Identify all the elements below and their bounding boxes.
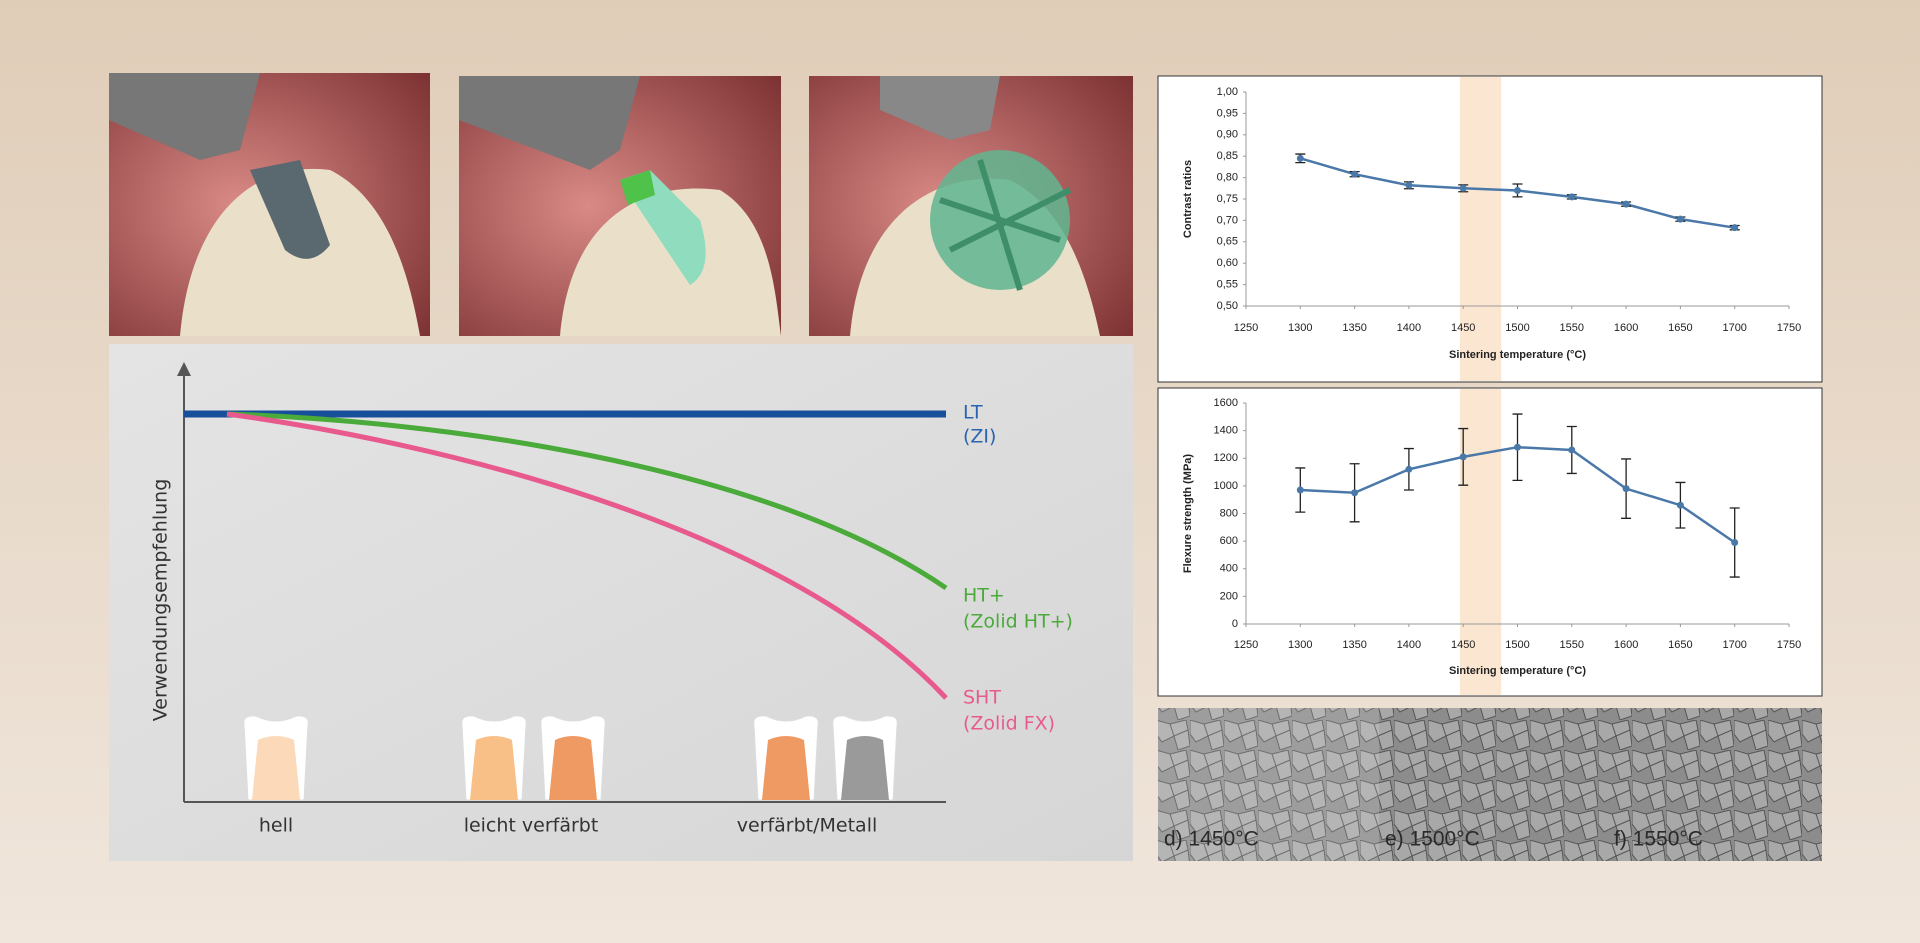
y-axis-label: Verwendungsempfehlung	[150, 479, 172, 722]
line-sublabel: (Zolid HT+)	[963, 611, 1073, 633]
point	[1622, 200, 1630, 208]
y-tick-label: 400	[1220, 563, 1238, 575]
x-tick-label: 1400	[1397, 322, 1421, 334]
point	[1514, 443, 1521, 451]
curve-sht	[226, 411, 948, 700]
micrograph-strip: d) 1450°C e) 1500°C f) 1550°C	[1158, 708, 1822, 861]
x-tick-label: 1550	[1560, 639, 1584, 651]
x-tick-label: 1450	[1451, 322, 1475, 334]
point	[1568, 193, 1576, 201]
x-tick-label: 1600	[1614, 322, 1638, 334]
micrograph-caption: f) 1550°C	[1614, 828, 1703, 851]
chart: 0 200 400 600 800 1000 1200 1400 1600 1250 1300 135…	[1157, 387, 1823, 697]
axis-arrow	[177, 362, 191, 376]
point	[1296, 154, 1304, 162]
x-tick-label: 1600	[1614, 639, 1638, 651]
x-tick-label: 1650	[1668, 639, 1692, 651]
y-tick-label: 0	[1232, 618, 1238, 630]
y-tick-label: 0,95	[1217, 107, 1238, 119]
y-tick-label: 1200	[1214, 452, 1238, 464]
y-tick-label: 0,65	[1217, 236, 1238, 248]
y-tick-label: 1,00	[1217, 86, 1238, 98]
curve-ht	[226, 411, 948, 591]
y-tick-label: 1600	[1214, 397, 1238, 409]
highlight-band	[1459, 389, 1502, 695]
y-tick-label: 600	[1220, 535, 1238, 547]
point	[1731, 539, 1739, 547]
point	[1296, 486, 1304, 494]
x-tick-label: 1700	[1722, 639, 1746, 651]
tooth-core	[549, 736, 597, 800]
point	[1676, 501, 1684, 509]
point	[1351, 170, 1359, 178]
y-tick-label: 0,50	[1217, 300, 1238, 312]
y-tick-label: 0,70	[1217, 214, 1238, 226]
x-tick-label: 1750	[1777, 639, 1801, 651]
point	[1731, 224, 1739, 232]
x-tick-label: 1350	[1342, 322, 1366, 334]
y-tick-label: 0,80	[1217, 172, 1238, 184]
line-sublabel: (ZI)	[963, 426, 996, 448]
x-tick-label: 1450	[1451, 639, 1475, 651]
x-tick-label: 1250	[1234, 639, 1258, 651]
x-tick-label: 1650	[1668, 322, 1692, 334]
photo	[109, 73, 430, 336]
micrograph-caption: d) 1450°C	[1164, 828, 1259, 851]
point	[1459, 453, 1467, 461]
y-tick-label: 1000	[1214, 480, 1238, 492]
y-axis-label: Contrast ratios	[1182, 160, 1194, 238]
x-tick-label: 1300	[1288, 322, 1312, 334]
point	[1351, 489, 1359, 497]
line-sublabel: (Zolid FX)	[963, 713, 1055, 735]
x-tick-label: 1500	[1505, 639, 1529, 651]
y-tick-label: 0,75	[1217, 193, 1238, 205]
tooth-core	[252, 736, 300, 800]
line-label: SHT	[963, 687, 1001, 709]
y-tick-label: 0,60	[1217, 257, 1238, 269]
diagram: Verwendungsempfehlung LT (ZI) HT+ (Zolid…	[150, 362, 1073, 837]
tooth-core	[470, 736, 518, 800]
x-tick-label: 1500	[1505, 322, 1529, 334]
point	[1405, 181, 1413, 189]
x-tick-label: 1550	[1560, 322, 1584, 334]
line-label: LT	[963, 402, 983, 424]
point	[1622, 485, 1630, 493]
y-axis-label: Flexure strength (MPa)	[1182, 454, 1194, 574]
point	[1676, 215, 1684, 223]
tooth-core	[762, 736, 810, 800]
y-tick-label: 0,55	[1217, 279, 1238, 291]
micrograph-overlay	[1158, 708, 1379, 861]
micrograph	[1158, 708, 1822, 861]
tooth-core	[841, 736, 889, 800]
x-tick-label: 1750	[1777, 322, 1801, 334]
photo	[809, 76, 1133, 336]
y-tick-label: 1400	[1214, 425, 1238, 437]
photo-row	[109, 73, 1133, 336]
point	[1514, 186, 1521, 194]
category-label: leicht verfärbt	[464, 815, 599, 837]
x-tick-label: 1350	[1342, 639, 1366, 651]
point	[1568, 446, 1576, 454]
highlight-band	[1459, 77, 1502, 381]
point	[1459, 184, 1467, 192]
x-tick-label: 1300	[1288, 639, 1312, 651]
y-tick-label: 200	[1220, 590, 1238, 602]
category-label: verfärbt/Metall	[737, 815, 878, 837]
x-axis-label: Sintering temperature (°C)	[1449, 349, 1586, 361]
x-tick-label: 1250	[1234, 322, 1258, 334]
y-tick-label: 0,85	[1217, 150, 1238, 162]
x-axis-label: Sintering temperature (°C)	[1449, 665, 1586, 677]
micrograph-caption: e) 1500°C	[1385, 828, 1480, 851]
y-tick-label: 800	[1220, 507, 1238, 519]
line-label: HT+	[963, 585, 1005, 607]
x-tick-label: 1400	[1397, 639, 1421, 651]
x-tick-label: 1700	[1722, 322, 1746, 334]
point	[1405, 465, 1413, 473]
photo	[459, 76, 781, 336]
y-tick-label: 0,90	[1217, 129, 1238, 141]
chart: 0,50 0,55 0,60 0,65 0,70 0,75 0,80 0,85 0,90 0,95…	[1157, 75, 1823, 383]
category-label: hell	[259, 815, 293, 837]
